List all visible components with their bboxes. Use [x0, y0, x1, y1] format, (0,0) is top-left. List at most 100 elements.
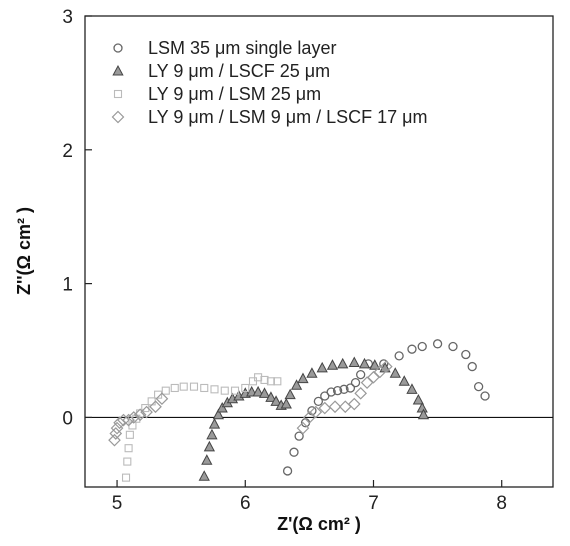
y-tick-label: 2 — [62, 141, 73, 162]
x-tick-label: 5 — [112, 493, 123, 514]
data-point — [212, 408, 224, 420]
data-point — [220, 386, 229, 395]
legend-marker — [111, 110, 125, 124]
data-point — [432, 339, 443, 349]
data-point — [273, 377, 282, 386]
data-point — [200, 383, 209, 393]
data-point — [280, 397, 292, 409]
y-tick-label: 3 — [62, 7, 73, 28]
data-point — [289, 447, 299, 457]
data-point — [417, 341, 427, 352]
legend-marker — [113, 43, 123, 53]
data-point — [230, 386, 240, 395]
data-point — [265, 391, 277, 402]
data-point — [473, 381, 484, 392]
data-point — [125, 430, 134, 439]
x-tick-label: 6 — [240, 493, 251, 514]
data-point — [266, 377, 275, 386]
data-point — [398, 375, 410, 386]
data-point — [122, 413, 135, 427]
data-point — [179, 382, 188, 391]
legend-label: LY 9 μm / LSCF 25 μm — [148, 61, 330, 81]
data-point — [133, 408, 147, 422]
data-point — [417, 408, 430, 420]
x-tick-label: 7 — [368, 493, 379, 514]
data-point — [306, 367, 318, 378]
data-point — [296, 421, 310, 435]
data-points — [108, 339, 490, 482]
data-point — [354, 386, 368, 400]
y-tick-label: 1 — [62, 275, 73, 296]
data-point — [448, 341, 458, 352]
data-point — [389, 367, 401, 378]
x-axis-label: Z'(Ω cm² ) — [277, 514, 361, 534]
data-point — [332, 386, 343, 396]
data-point — [117, 413, 130, 427]
data-point — [406, 383, 418, 394]
data-point — [309, 405, 323, 419]
data-point — [345, 383, 356, 393]
data-point — [260, 375, 269, 385]
data-point — [258, 387, 271, 398]
data-point — [208, 418, 221, 429]
data-point — [297, 372, 309, 384]
y-axis-label: Z''(Ω cm² ) — [14, 207, 34, 295]
legend-label: LY 9 μm / LSM 25 μm — [148, 84, 321, 104]
legend-marker — [112, 64, 124, 76]
data-point — [369, 359, 381, 370]
data-point — [206, 428, 218, 440]
data-point — [270, 395, 282, 406]
data-point — [294, 431, 304, 441]
data-point — [149, 400, 162, 414]
data-point — [110, 421, 124, 435]
data-point — [461, 349, 471, 360]
data-point — [328, 400, 342, 414]
data-point — [170, 383, 179, 393]
data-point — [360, 376, 374, 389]
data-point — [412, 393, 425, 405]
data-point — [358, 357, 371, 369]
data-point — [326, 359, 339, 370]
data-point — [161, 386, 170, 395]
data-point — [316, 361, 328, 373]
plot-frame — [84, 15, 554, 488]
data-point — [313, 396, 324, 407]
data-point — [347, 397, 361, 411]
axis-ticks: 5 6 7 8 3 2 1 0 — [62, 7, 507, 514]
data-point — [252, 385, 264, 397]
data-point — [203, 440, 216, 452]
data-point — [241, 383, 250, 393]
data-point — [189, 382, 199, 391]
data-point — [394, 351, 404, 361]
y-tick-label: 0 — [62, 408, 73, 429]
data-point — [124, 444, 133, 453]
data-point — [480, 391, 490, 401]
legend-label: LSM 35 μm single layer — [148, 38, 336, 58]
data-point — [108, 433, 121, 447]
data-point — [290, 379, 303, 390]
data-point — [326, 387, 336, 397]
data-point — [201, 454, 213, 465]
data-point — [407, 344, 417, 354]
data-point — [337, 357, 349, 369]
legend: LSM 35 μm single layer LY 9 μm / LSCF 25 … — [111, 38, 428, 127]
data-point — [356, 369, 366, 380]
data-point — [128, 421, 137, 430]
data-point — [254, 373, 263, 382]
data-point — [339, 384, 349, 394]
x-tick-label: 8 — [496, 493, 507, 514]
data-point — [320, 391, 330, 401]
data-point — [154, 390, 163, 399]
data-point — [367, 370, 380, 384]
data-point — [348, 356, 360, 368]
data-point — [350, 377, 361, 388]
data-point — [121, 473, 131, 482]
data-point — [216, 401, 228, 413]
data-point — [155, 392, 169, 406]
data-point — [123, 457, 132, 466]
data-point — [318, 401, 332, 415]
data-point — [147, 397, 156, 406]
legend-marker — [113, 89, 123, 99]
data-point — [140, 405, 153, 419]
